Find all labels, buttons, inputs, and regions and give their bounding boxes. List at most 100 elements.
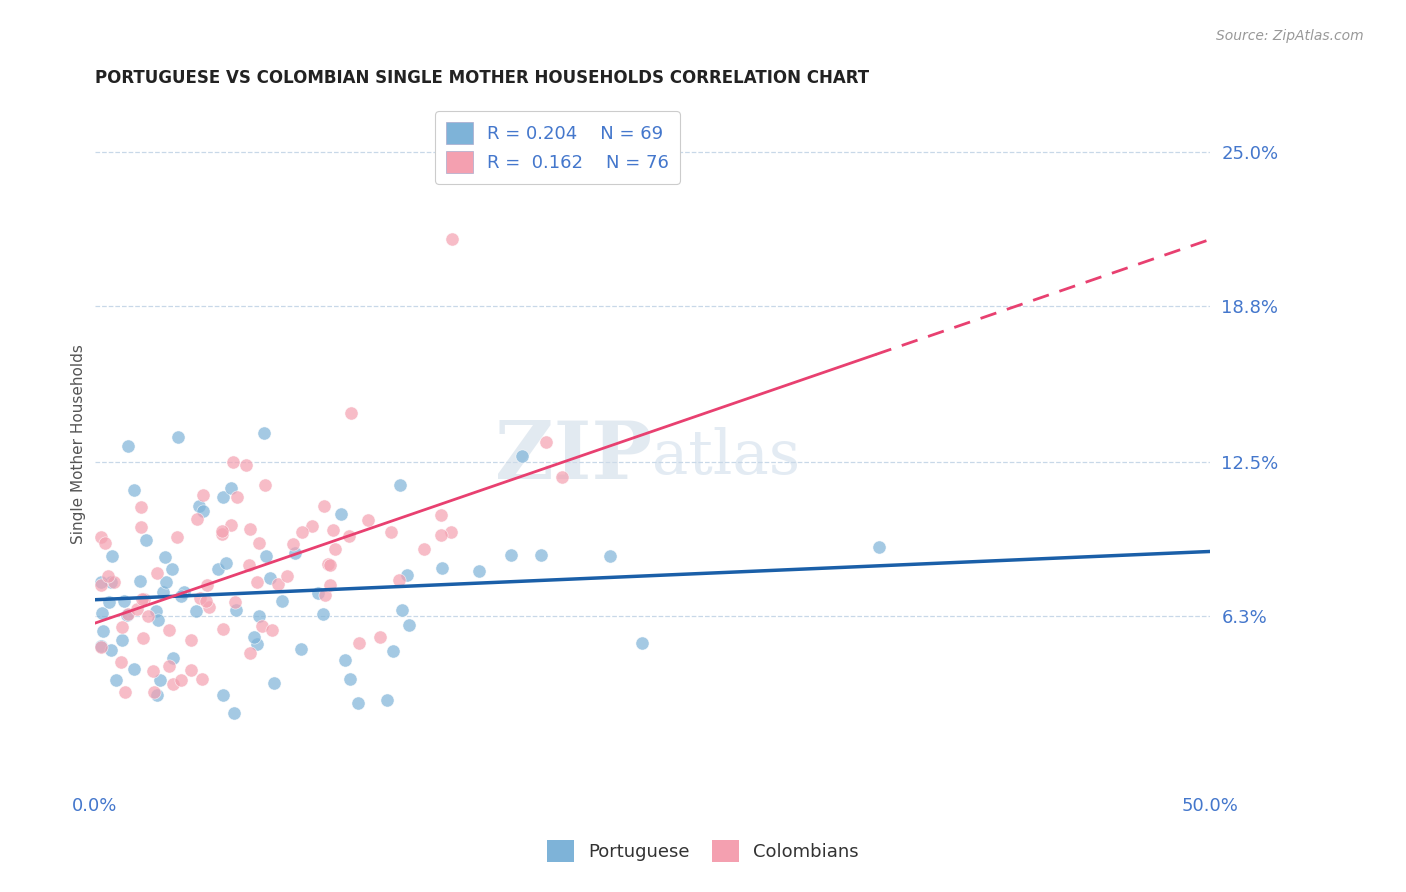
Point xyxy=(301,519,323,533)
Point xyxy=(316,557,339,571)
Y-axis label: Single Mother Households: Single Mother Households xyxy=(72,343,86,543)
Point xyxy=(103,574,125,589)
Point xyxy=(105,673,128,687)
Point xyxy=(290,524,312,539)
Point xyxy=(97,569,120,583)
Point xyxy=(170,590,193,604)
Point xyxy=(250,618,273,632)
Point xyxy=(246,637,269,651)
Point xyxy=(129,500,152,515)
Point xyxy=(211,527,233,541)
Point xyxy=(314,499,336,513)
Point xyxy=(186,604,208,618)
Point xyxy=(380,524,402,539)
Point xyxy=(254,549,277,563)
Point xyxy=(155,575,177,590)
Point xyxy=(98,594,121,608)
Point xyxy=(212,490,235,504)
Point xyxy=(253,425,276,440)
Point xyxy=(347,636,370,650)
Point xyxy=(146,689,169,703)
Point xyxy=(186,511,208,525)
Point xyxy=(238,558,260,573)
Point xyxy=(225,603,247,617)
Point xyxy=(193,504,215,518)
Point xyxy=(430,561,453,575)
Point xyxy=(339,673,361,687)
Point xyxy=(536,434,558,449)
Point xyxy=(90,606,112,620)
Point xyxy=(187,500,209,514)
Point xyxy=(412,541,434,556)
Point xyxy=(127,602,149,616)
Point xyxy=(215,556,238,570)
Point xyxy=(162,651,184,665)
Point xyxy=(166,530,188,544)
Point xyxy=(149,673,172,687)
Point xyxy=(190,591,212,605)
Point xyxy=(153,550,176,565)
Text: PORTUGUESE VS COLOMBIAN SINGLE MOTHER HOUSEHOLDS CORRELATION CHART: PORTUGUESE VS COLOMBIAN SINGLE MOTHER HO… xyxy=(94,69,869,87)
Point xyxy=(160,562,183,576)
Text: atlas: atlas xyxy=(652,427,800,487)
Point xyxy=(110,655,132,669)
Point xyxy=(224,706,246,720)
Point xyxy=(129,574,152,589)
Point xyxy=(90,640,112,654)
Text: Source: ZipAtlas.com: Source: ZipAtlas.com xyxy=(1216,29,1364,43)
Point xyxy=(211,688,233,702)
Legend: R = 0.204    N = 69, R =  0.162    N = 76: R = 0.204 N = 69, R = 0.162 N = 76 xyxy=(434,111,681,184)
Point xyxy=(235,458,257,472)
Point xyxy=(112,594,135,608)
Point xyxy=(100,574,122,589)
Point xyxy=(599,549,621,564)
Point xyxy=(284,546,307,560)
Point xyxy=(388,573,411,587)
Point xyxy=(247,536,270,550)
Point xyxy=(132,631,155,645)
Point xyxy=(226,490,249,504)
Point xyxy=(307,586,329,600)
Point xyxy=(263,676,285,690)
Point xyxy=(167,430,190,444)
Point xyxy=(197,599,219,614)
Point xyxy=(499,548,522,562)
Point xyxy=(162,677,184,691)
Point xyxy=(117,439,139,453)
Point xyxy=(262,623,284,637)
Point xyxy=(131,591,153,606)
Point xyxy=(135,533,157,547)
Point xyxy=(630,636,652,650)
Point xyxy=(325,541,347,556)
Point xyxy=(319,578,342,592)
Point xyxy=(180,663,202,677)
Point xyxy=(551,469,574,483)
Point xyxy=(148,613,170,627)
Point xyxy=(173,585,195,599)
Point xyxy=(335,653,357,667)
Point xyxy=(91,624,114,638)
Point xyxy=(170,673,193,687)
Point xyxy=(440,232,463,246)
Point xyxy=(134,592,156,607)
Point xyxy=(243,630,266,644)
Point xyxy=(239,646,262,660)
Point xyxy=(111,633,134,648)
Point xyxy=(246,574,269,589)
Point xyxy=(101,549,124,563)
Point xyxy=(347,696,370,710)
Point xyxy=(330,507,353,521)
Point xyxy=(129,519,152,533)
Point xyxy=(281,537,304,551)
Point xyxy=(356,513,378,527)
Point xyxy=(529,548,551,562)
Point xyxy=(143,685,166,699)
Point xyxy=(115,607,138,622)
Point xyxy=(510,449,533,463)
Point xyxy=(267,576,290,591)
Point xyxy=(193,488,215,502)
Point xyxy=(868,540,890,554)
Point xyxy=(259,571,281,585)
Point xyxy=(337,529,360,543)
Point xyxy=(94,536,117,550)
